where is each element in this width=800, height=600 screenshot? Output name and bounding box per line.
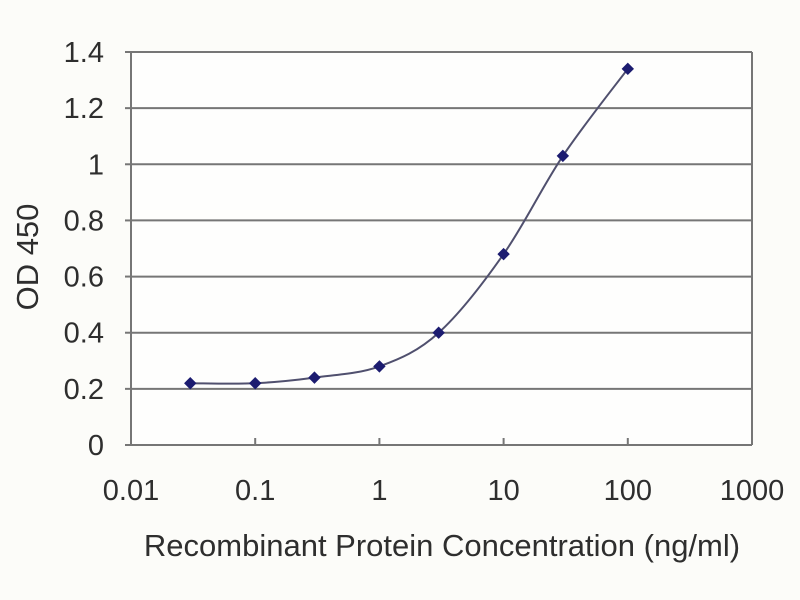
data-series — [184, 62, 635, 390]
y-tick-label-1: 1 — [88, 149, 104, 181]
y-tick-label-0.4: 0.4 — [64, 318, 104, 350]
x-axis-title: Recombinant Protein Concentration (ng/ml… — [144, 528, 740, 563]
y-axis-title: OD 450 — [10, 204, 45, 311]
y-tick-label-1.2: 1.2 — [64, 93, 104, 125]
data-point-1ng — [373, 360, 386, 373]
data-point-10ng — [497, 247, 510, 261]
x-tick-label-1000: 1000 — [720, 475, 785, 507]
x-tick-label-100: 100 — [604, 475, 652, 507]
y-tick-label-0.2: 0.2 — [64, 374, 104, 406]
x-tick-label-1: 1 — [371, 475, 387, 507]
data-point-30ng — [556, 149, 570, 163]
data-point-3ng — [432, 326, 445, 339]
data-point-0.03ng — [184, 377, 197, 390]
x-tick-label-0.01: 0.01 — [103, 475, 159, 507]
y-tick-label-1.4: 1.4 — [64, 37, 104, 69]
plot-frame — [130, 51, 753, 446]
x-tick-labels: 0.01 0.1 1 10 100 1000 — [103, 475, 784, 507]
y-tick-label-0.8: 0.8 — [64, 205, 104, 237]
y-tick-label-0.6: 0.6 — [64, 262, 104, 294]
y-tick-labels: 0 0.2 0.4 0.6 0.8 1 1.2 1.4 — [64, 37, 104, 462]
y-tick-label-0: 0 — [88, 430, 104, 462]
data-point-0.3ng — [308, 371, 321, 384]
x-tick-label-0.1: 0.1 — [235, 475, 275, 507]
tick-marks — [125, 51, 753, 446]
x-tick-label-10: 10 — [487, 475, 519, 507]
plot-area — [131, 52, 752, 445]
data-point-0.1ng — [248, 377, 262, 390]
data-point-100ng — [621, 62, 635, 76]
